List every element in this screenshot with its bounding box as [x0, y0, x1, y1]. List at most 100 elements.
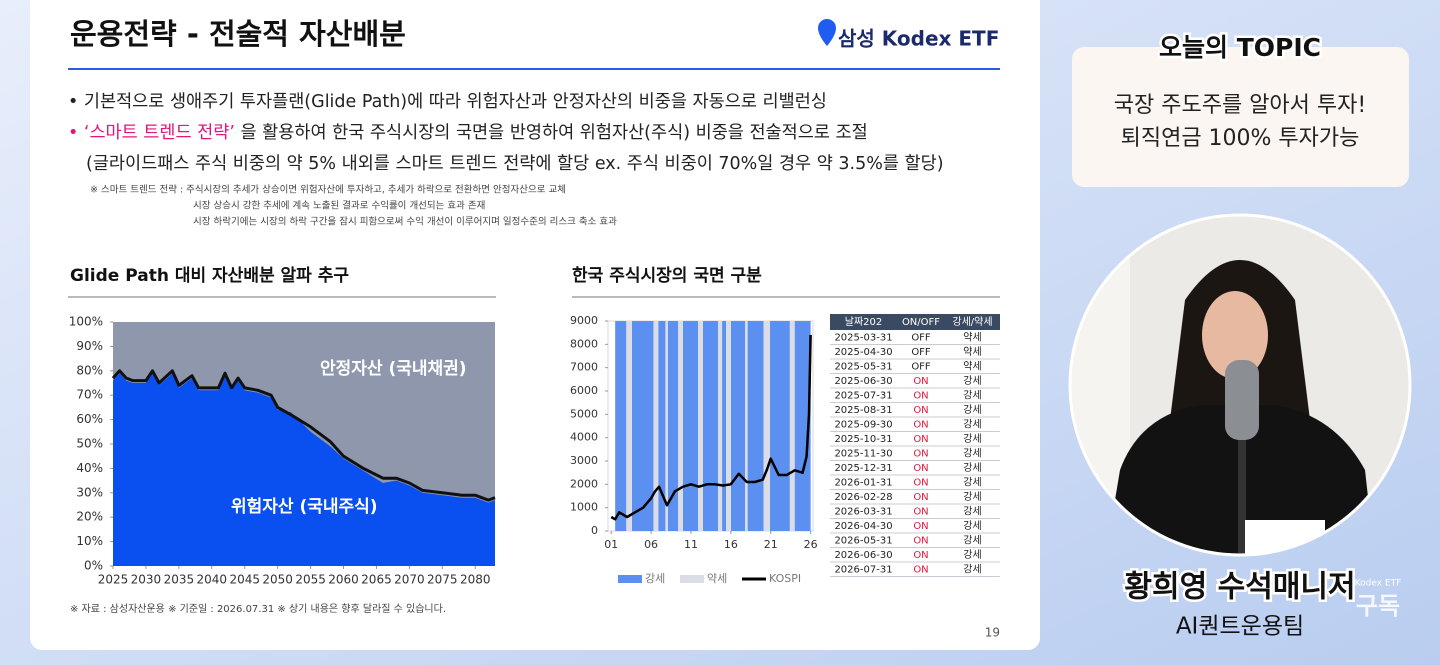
- table-cell: 2026-02-28: [834, 492, 892, 503]
- table-cell: 강세: [963, 418, 981, 430]
- y-tick-label: 40%: [76, 461, 103, 475]
- annotation: 안정자산 (국내채권): [320, 359, 467, 379]
- slide-title: 운용전략 - 전술적 자산배분: [70, 17, 406, 51]
- table-cell: 2025-04-30: [834, 347, 892, 358]
- bullet: • 기본적으로 생애주기 투자플랜(Glide Path)에 따라 위험자산과 …: [68, 92, 827, 112]
- x-tick-label: 2050: [262, 573, 293, 587]
- table-cell: 2025-09-30: [834, 419, 892, 430]
- y-tick-label: 9000: [570, 314, 598, 327]
- table-cell: 약세: [963, 360, 981, 372]
- y-tick-label: 4000: [570, 431, 598, 444]
- regime-band: [745, 321, 748, 531]
- table-cell: 강세: [963, 549, 981, 561]
- table-cell: 2025-12-31: [834, 463, 892, 474]
- note: ※ 스마트 트렌드 전략 : 주식시장의 추세가 상승이면 위험자산에 투자하고…: [90, 184, 566, 196]
- y-tick-label: 70%: [76, 388, 103, 402]
- table-cell: 2026-05-31: [834, 535, 892, 546]
- x-tick-label: 2070: [394, 573, 425, 587]
- table-cell: ON: [913, 390, 928, 401]
- x-tick-label: 06: [644, 538, 658, 551]
- table-cell: ON: [913, 521, 928, 532]
- x-tick-label: 2060: [328, 573, 359, 587]
- y-tick-label: 0%: [84, 559, 103, 573]
- table-cell: ON: [913, 535, 928, 546]
- table-header: 날짜202: [845, 316, 883, 328]
- table-cell: 강세: [963, 563, 981, 575]
- table-cell: ON: [913, 419, 928, 430]
- x-tick-label: 2055: [295, 573, 326, 587]
- legend-swatch: [680, 575, 704, 583]
- regime-band: [718, 321, 723, 531]
- legend-swatch: [618, 575, 642, 583]
- y-tick-label: 10%: [76, 534, 103, 548]
- logo-pin: [818, 19, 836, 46]
- table-cell: 2025-10-31: [834, 434, 892, 445]
- table-cell: 2025-08-31: [834, 405, 892, 416]
- chart-title: 한국 주식시장의 국면 구분: [572, 266, 762, 286]
- channel: Kodex ETF: [1355, 579, 1402, 589]
- note: 시장 하락기에는 시장의 하락 구간을 잠시 피함으로써 수익 개선이 이루어지…: [193, 216, 617, 228]
- table-cell: ON: [913, 506, 928, 517]
- table-cell: 2025-03-31: [834, 332, 892, 343]
- regime-band: [682, 321, 699, 531]
- x-tick-label: 2075: [427, 573, 458, 587]
- table-cell: 약세: [963, 346, 981, 358]
- y-tick-label: 100%: [69, 315, 103, 329]
- table-cell: 강세: [963, 476, 981, 488]
- logo: 삼성 Kodex ETF: [838, 27, 999, 51]
- x-tick-label: 21: [764, 538, 778, 551]
- table-cell: 강세: [963, 505, 981, 517]
- topic-line: 퇴직연금 100% 투자가능: [1121, 126, 1360, 151]
- y-tick-label: 5000: [570, 407, 598, 420]
- table-cell: OFF: [911, 361, 931, 372]
- x-tick-label: 2080: [460, 573, 491, 587]
- table-cell: ON: [913, 492, 928, 503]
- y-tick-label: 1000: [570, 501, 598, 514]
- x-tick-label: 2040: [197, 573, 228, 587]
- table-cell: OFF: [911, 332, 931, 343]
- regime-band: [702, 321, 719, 531]
- area-label: 위험자산 (국내주식): [231, 496, 378, 517]
- legend-label: KOSPI: [769, 572, 801, 585]
- regime-band: [615, 321, 627, 531]
- table-cell: 강세: [963, 462, 981, 474]
- regime-band: [665, 321, 668, 531]
- x-tick-label: 2025: [98, 573, 129, 587]
- area: [113, 373, 495, 566]
- table-cell: 강세: [963, 375, 981, 387]
- table-cell: 2026-01-31: [834, 477, 892, 488]
- speaker-team: AI퀀트운용팀: [1176, 614, 1304, 640]
- regime-band: [631, 321, 654, 531]
- table-cell: 2025-07-31: [834, 390, 892, 401]
- table-cell: ON: [913, 564, 928, 575]
- table-cell: 강세: [963, 491, 981, 503]
- line: [111, 369, 496, 502]
- table-cell: ON: [913, 376, 928, 387]
- table-cell: 2026-06-30: [834, 550, 892, 561]
- y-tick-label: 20%: [76, 510, 103, 524]
- regime-band: [730, 321, 746, 531]
- topic-line: 국장 주도주를 알아서 투자!: [1114, 93, 1366, 118]
- subscribe-button[interactable]: 구독: [1356, 592, 1400, 620]
- x-tick-label: 11: [684, 538, 698, 551]
- regime-band: [698, 321, 703, 531]
- table-header: ON/OFF: [902, 317, 940, 328]
- x-tick-label: 2030: [131, 573, 162, 587]
- bullet-highlight: • ‘스마트 트렌드 전략’: [68, 123, 235, 143]
- bullet: • ‘스마트 트렌드 전략’ 을 활용하여 한국 주식시장의 국면을 반영하여 …: [68, 123, 868, 143]
- y-tick-label: 7000: [570, 361, 598, 374]
- regime-band: [722, 321, 727, 531]
- chart-title: Glide Path 대비 자산배분 알파 추구: [70, 266, 349, 286]
- note: 시장 상승시 강한 추세에 계속 노출된 결과로 수익률이 개선되는 효과 존재: [193, 200, 485, 212]
- x-tick-label: 01: [604, 538, 618, 551]
- table-cell: 2026-04-30: [834, 521, 892, 532]
- regime-band: [667, 321, 679, 531]
- y-tick-label: 2000: [570, 477, 598, 490]
- bullet: (글라이드패스 주식 비중의 약 5% 내외를 스마트 트렌드 전략에 할당 e…: [86, 154, 944, 174]
- table-cell: 2025-06-30: [834, 376, 892, 387]
- table-cell: 2026-03-31: [834, 506, 892, 517]
- y-tick-label: 50%: [76, 437, 103, 451]
- table-cell: 2025-11-30: [834, 448, 892, 459]
- table-cell: ON: [913, 448, 928, 459]
